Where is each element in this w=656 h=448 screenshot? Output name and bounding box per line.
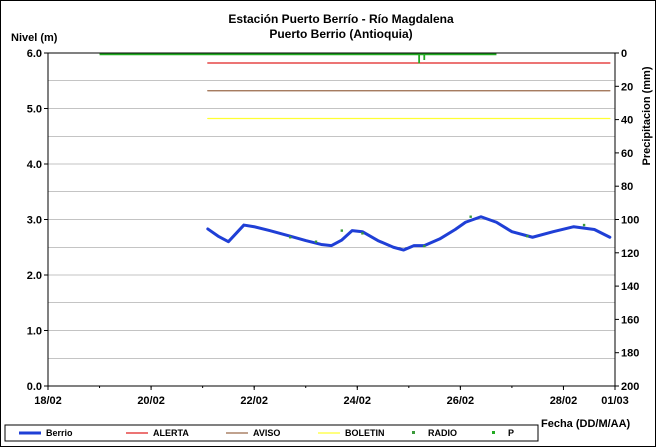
point-radio: [526, 234, 529, 238]
point-radio: [582, 223, 586, 227]
y2-axis-label: Precipitacion (mm): [641, 66, 653, 165]
chart-subtitle: Puerto Berrio (Antioquia): [269, 27, 412, 41]
x-tick-label: 24/02: [344, 395, 372, 407]
x-axis-label: Fecha (DD/M/AA): [541, 418, 631, 430]
point-radio: [314, 240, 318, 243]
point-radio: [423, 244, 426, 248]
y2-tick-label: 40: [621, 115, 633, 127]
chart-title: Estación Puerto Berrío - Río Magdalena: [228, 12, 454, 26]
y2-tick-label: 20: [621, 81, 633, 93]
y2-tick-label: 60: [621, 148, 633, 160]
x-tick-label: 22/02: [240, 395, 268, 407]
y2-tick-label: 100: [621, 215, 639, 227]
y-tick-label: 5.0: [27, 104, 42, 116]
legend-label: P: [508, 428, 514, 438]
legend-label: BOLETIN: [345, 428, 385, 438]
y-tick-label: 0.0: [27, 381, 42, 393]
y-tick-label: 3.0: [27, 215, 42, 227]
legend-label: Berrio: [46, 428, 73, 438]
y2-tick-label: 160: [621, 314, 639, 326]
y2-tick-label: 120: [621, 248, 639, 260]
legend-label: ALERTA: [153, 428, 189, 438]
y-tick-label: 6.0: [27, 48, 42, 60]
y-axis-label: Nivel (m): [11, 32, 58, 44]
point-radio: [340, 229, 344, 232]
legend-marker: [492, 431, 495, 434]
x-tick-label: 26/02: [447, 395, 475, 407]
legend-label: AVISO: [253, 428, 280, 438]
point-radio: [469, 215, 472, 218]
y2-tick-label: 200: [621, 381, 639, 393]
legend-marker: [412, 431, 415, 434]
x-tick-label: 20/02: [137, 395, 165, 407]
series-berrio: [206, 215, 612, 252]
y-tick-label: 2.0: [27, 270, 42, 282]
y2-tick-label: 180: [621, 348, 639, 360]
x-tick-label: 28/02: [550, 395, 578, 407]
point-radio: [361, 232, 364, 235]
legend-label: RADIO: [428, 428, 457, 438]
y2-tick-label: 0: [621, 48, 627, 60]
y-tick-label: 1.0: [27, 326, 42, 338]
legend-box: [4, 424, 539, 442]
y2-tick-label: 80: [621, 181, 633, 193]
y-tick-label: 4.0: [27, 159, 42, 171]
legend: Berrio ALERTA AVISO BOLETIN RADIO P: [4, 424, 539, 442]
x-tick-label: 18/02: [34, 395, 62, 407]
y2-tick-label: 140: [621, 281, 639, 293]
point-radio: [289, 236, 292, 239]
x-tick-label: 01/03: [601, 395, 629, 407]
